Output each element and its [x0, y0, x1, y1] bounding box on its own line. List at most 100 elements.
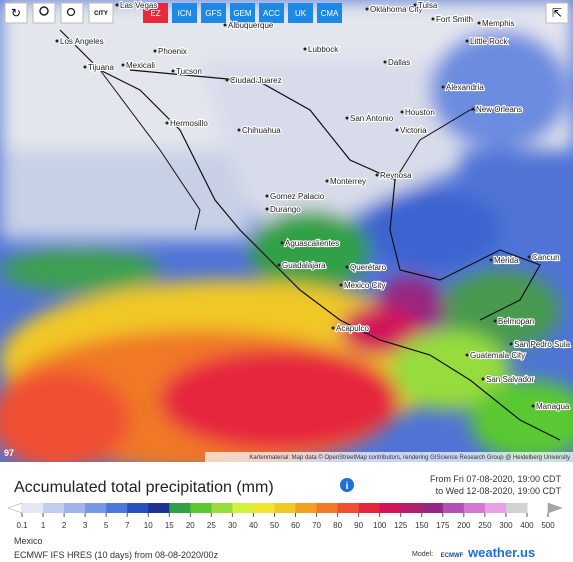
- brand: weather.us: [467, 545, 535, 560]
- city-dot: [375, 173, 379, 177]
- legend-label: 90: [354, 521, 363, 530]
- city-label: Mexico City: [344, 281, 385, 290]
- legend-label: 7: [125, 521, 130, 530]
- legend-swatch: [211, 503, 233, 513]
- legend-swatch: [7, 502, 23, 514]
- legend-label: 70: [312, 521, 321, 530]
- legend: 0.1 1 2 3 5 7 10 15 20 25 30 40 50 60 70 80 90 100 125 150 1…: [7, 502, 563, 530]
- model-button[interactable]: [143, 3, 168, 23]
- legend-label: 40: [249, 521, 258, 530]
- legend-swatch: [547, 502, 563, 514]
- zoom-button[interactable]: [60, 2, 84, 24]
- city-dot: [471, 107, 475, 111]
- model-button[interactable]: [317, 3, 342, 23]
- legend-swatch: [127, 503, 149, 513]
- model-button[interactable]: [259, 3, 284, 23]
- map: [0, 0, 573, 462]
- city-label: Victoria: [400, 126, 427, 135]
- model-button[interactable]: [230, 3, 255, 23]
- city-dot: [171, 69, 175, 73]
- model-button[interactable]: [288, 3, 313, 23]
- city-label: Mérida: [494, 256, 519, 265]
- city-label: Memphis: [482, 19, 514, 28]
- city-dot: [331, 326, 335, 330]
- city-dot: [477, 21, 481, 25]
- city-dot: [115, 3, 119, 7]
- legend-label: 400: [520, 521, 534, 530]
- legend-swatch: [337, 503, 360, 513]
- city-label: Reynosa: [380, 171, 412, 180]
- legend-label: 50: [270, 521, 279, 530]
- refresh-button[interactable]: [4, 2, 28, 24]
- city-dot: [531, 404, 535, 408]
- legend-label: 20: [186, 521, 195, 530]
- city-label: Fort Smith: [436, 15, 473, 24]
- city-label: Mexicali: [126, 61, 155, 70]
- city-label: New Orleans: [476, 105, 522, 114]
- legend-label: 60: [291, 521, 300, 530]
- model-button-label: GFS: [205, 9, 221, 18]
- info-icon: i: [346, 481, 349, 492]
- city-dot: [153, 49, 157, 53]
- legend-swatch: [442, 503, 465, 513]
- legend-swatch: [22, 503, 44, 513]
- city-dot: [225, 78, 229, 82]
- model-button[interactable]: [201, 3, 226, 23]
- city-dot: [265, 207, 269, 211]
- city-dot: [441, 85, 445, 89]
- city-label: San Antonio: [350, 114, 394, 123]
- city-dot: [465, 39, 469, 43]
- city-label: San Salvador: [486, 375, 534, 384]
- city-button[interactable]: [88, 2, 114, 24]
- legend-label: 125: [394, 521, 408, 530]
- city-label: Acapulco: [336, 324, 369, 333]
- model-run: ECMWF IFS HRES (10 days) from 08-08-2020…: [14, 550, 219, 560]
- legend-label: 150: [415, 521, 429, 530]
- city-dot: [527, 255, 531, 259]
- city-icon-text: CITY: [94, 11, 108, 17]
- legend-swatch: [295, 503, 318, 513]
- city-label: San Pedro Sula: [514, 340, 571, 349]
- city-dot: [431, 17, 435, 21]
- model-button[interactable]: [172, 3, 197, 23]
- legend-label: 5: [104, 521, 109, 530]
- date-from: From Fri 07-08-2020, 19:00 CDT: [430, 474, 562, 484]
- city-label: Tulsa: [418, 1, 438, 10]
- city-dot: [55, 39, 59, 43]
- info-button[interactable]: [340, 478, 354, 492]
- city-label: Aguascalientes: [285, 239, 339, 248]
- legend-swatch: [421, 503, 444, 513]
- model-logo: ECMWF: [441, 553, 464, 559]
- model-label: Model:: [412, 551, 433, 558]
- share-button[interactable]: [545, 2, 569, 24]
- legend-swatch: [232, 503, 254, 513]
- city-dot: [265, 194, 269, 198]
- legend-label: 15: [165, 521, 174, 530]
- city-label: Tucson: [176, 67, 202, 76]
- city-dot: [493, 319, 497, 323]
- region: Mexico: [14, 536, 43, 546]
- legend-label: 300: [499, 521, 513, 530]
- location-button[interactable]: [32, 2, 56, 24]
- legend-swatch: [43, 503, 65, 513]
- city-label: Phoenix: [158, 47, 187, 56]
- city-label: Managua: [536, 402, 570, 411]
- city-dot: [509, 342, 513, 346]
- legend-swatch: [358, 503, 381, 513]
- city-dot: [280, 241, 284, 245]
- share-icon: ⇱: [552, 6, 562, 20]
- city-label: Dallas: [388, 58, 410, 67]
- legend-swatch: [400, 503, 423, 513]
- city-dot: [345, 265, 349, 269]
- city-label: Querétaro: [350, 263, 387, 272]
- city-dot: [489, 258, 493, 262]
- legend-swatch: [106, 503, 128, 513]
- legend-label: 0.1: [16, 521, 28, 530]
- legend-swatch: [64, 503, 86, 513]
- city-label: Hermosillo: [170, 119, 208, 128]
- legend-swatch: [463, 503, 486, 513]
- legend-label: 250: [478, 521, 492, 530]
- attribution: Kartenmaterial: Map data © OpenStreetMap…: [249, 454, 570, 461]
- legend-label: 1: [41, 521, 46, 530]
